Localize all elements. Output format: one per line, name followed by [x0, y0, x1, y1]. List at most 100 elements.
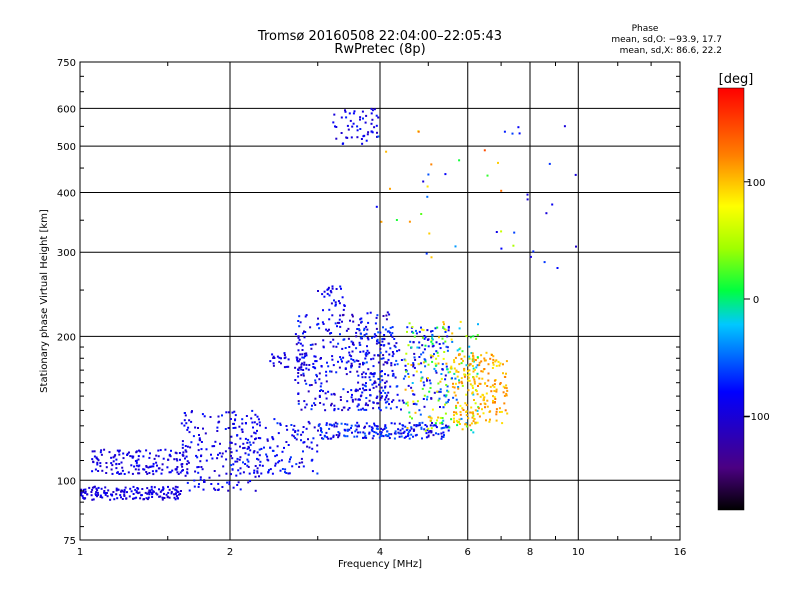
data-point [466, 370, 469, 373]
data-point [200, 454, 203, 457]
data-point [393, 437, 396, 440]
data-point [80, 494, 83, 497]
x-tick-label: 1 [77, 547, 83, 558]
data-point [289, 458, 291, 461]
data-point [362, 431, 365, 434]
data-point [357, 381, 360, 384]
data-point [407, 404, 409, 407]
data-point [297, 375, 300, 378]
data-point [247, 460, 250, 463]
data-point [446, 349, 449, 352]
data-point [333, 408, 336, 410]
data-point [444, 328, 447, 331]
data-point [171, 469, 174, 472]
data-point [213, 470, 216, 472]
data-point [435, 350, 438, 353]
data-point [307, 368, 310, 371]
data-point [302, 372, 305, 375]
data-point [167, 491, 170, 494]
data-point [384, 381, 387, 384]
data-point [259, 460, 262, 463]
data-point [163, 492, 165, 495]
data-point [249, 480, 252, 483]
data-point [123, 489, 126, 491]
data-point [165, 493, 168, 496]
data-point [389, 326, 392, 329]
data-point [346, 124, 349, 127]
data-point [380, 344, 383, 346]
data-point [329, 437, 332, 440]
data-point [376, 131, 378, 134]
data-point [94, 468, 97, 471]
data-point [111, 464, 114, 467]
data-point [225, 472, 228, 475]
data-point [160, 489, 163, 492]
data-point [446, 346, 449, 349]
data-point [348, 351, 351, 354]
data-point [331, 424, 333, 427]
data-point [250, 435, 253, 438]
data-point [440, 432, 443, 435]
data-point [379, 331, 382, 334]
data-point [115, 458, 118, 461]
data-point [492, 363, 495, 366]
data-point [390, 433, 393, 436]
data-point [461, 382, 464, 385]
data-point [100, 453, 103, 456]
data-point [344, 109, 346, 112]
data-point [455, 398, 458, 401]
data-point [447, 398, 450, 401]
data-point [411, 417, 413, 420]
data-point [443, 323, 445, 326]
data-point [298, 358, 301, 361]
data-point [186, 445, 189, 448]
data-point [432, 424, 435, 427]
data-point [216, 430, 219, 432]
y-tick-label: 300 [57, 248, 76, 259]
data-point [152, 490, 155, 493]
data-point [489, 385, 492, 388]
data-point [173, 496, 176, 499]
data-point [454, 377, 457, 380]
data-point [444, 378, 447, 381]
data-point [91, 450, 94, 453]
data-point [448, 426, 451, 429]
data-point [256, 470, 259, 473]
data-point [304, 331, 307, 333]
data-point [238, 425, 241, 428]
data-point [269, 360, 272, 363]
data-point [167, 458, 170, 461]
data-point [330, 332, 333, 334]
data-point [392, 372, 395, 375]
data-point [372, 357, 375, 360]
data-point [390, 362, 393, 365]
data-point [268, 469, 270, 472]
data-point [164, 448, 167, 451]
data-point [421, 437, 423, 440]
data-point [239, 467, 242, 470]
data-point [431, 422, 433, 424]
data-point [426, 395, 429, 398]
data-point [105, 492, 108, 494]
data-point [366, 312, 369, 315]
data-point [384, 385, 387, 388]
data-point [365, 325, 368, 328]
data-point [430, 431, 433, 434]
data-point [176, 459, 179, 462]
data-point [310, 384, 313, 386]
data-point [256, 457, 258, 460]
data-point [355, 428, 358, 431]
data-point [447, 326, 450, 329]
data-point [458, 381, 461, 384]
data-point [313, 355, 316, 358]
data-point [455, 411, 458, 414]
data-point [116, 497, 119, 500]
data-point [444, 412, 447, 415]
data-point [363, 426, 366, 429]
data-point [505, 360, 508, 363]
data-point [371, 336, 373, 339]
data-point [336, 325, 338, 328]
data-point [256, 451, 259, 454]
data-point [465, 410, 468, 413]
